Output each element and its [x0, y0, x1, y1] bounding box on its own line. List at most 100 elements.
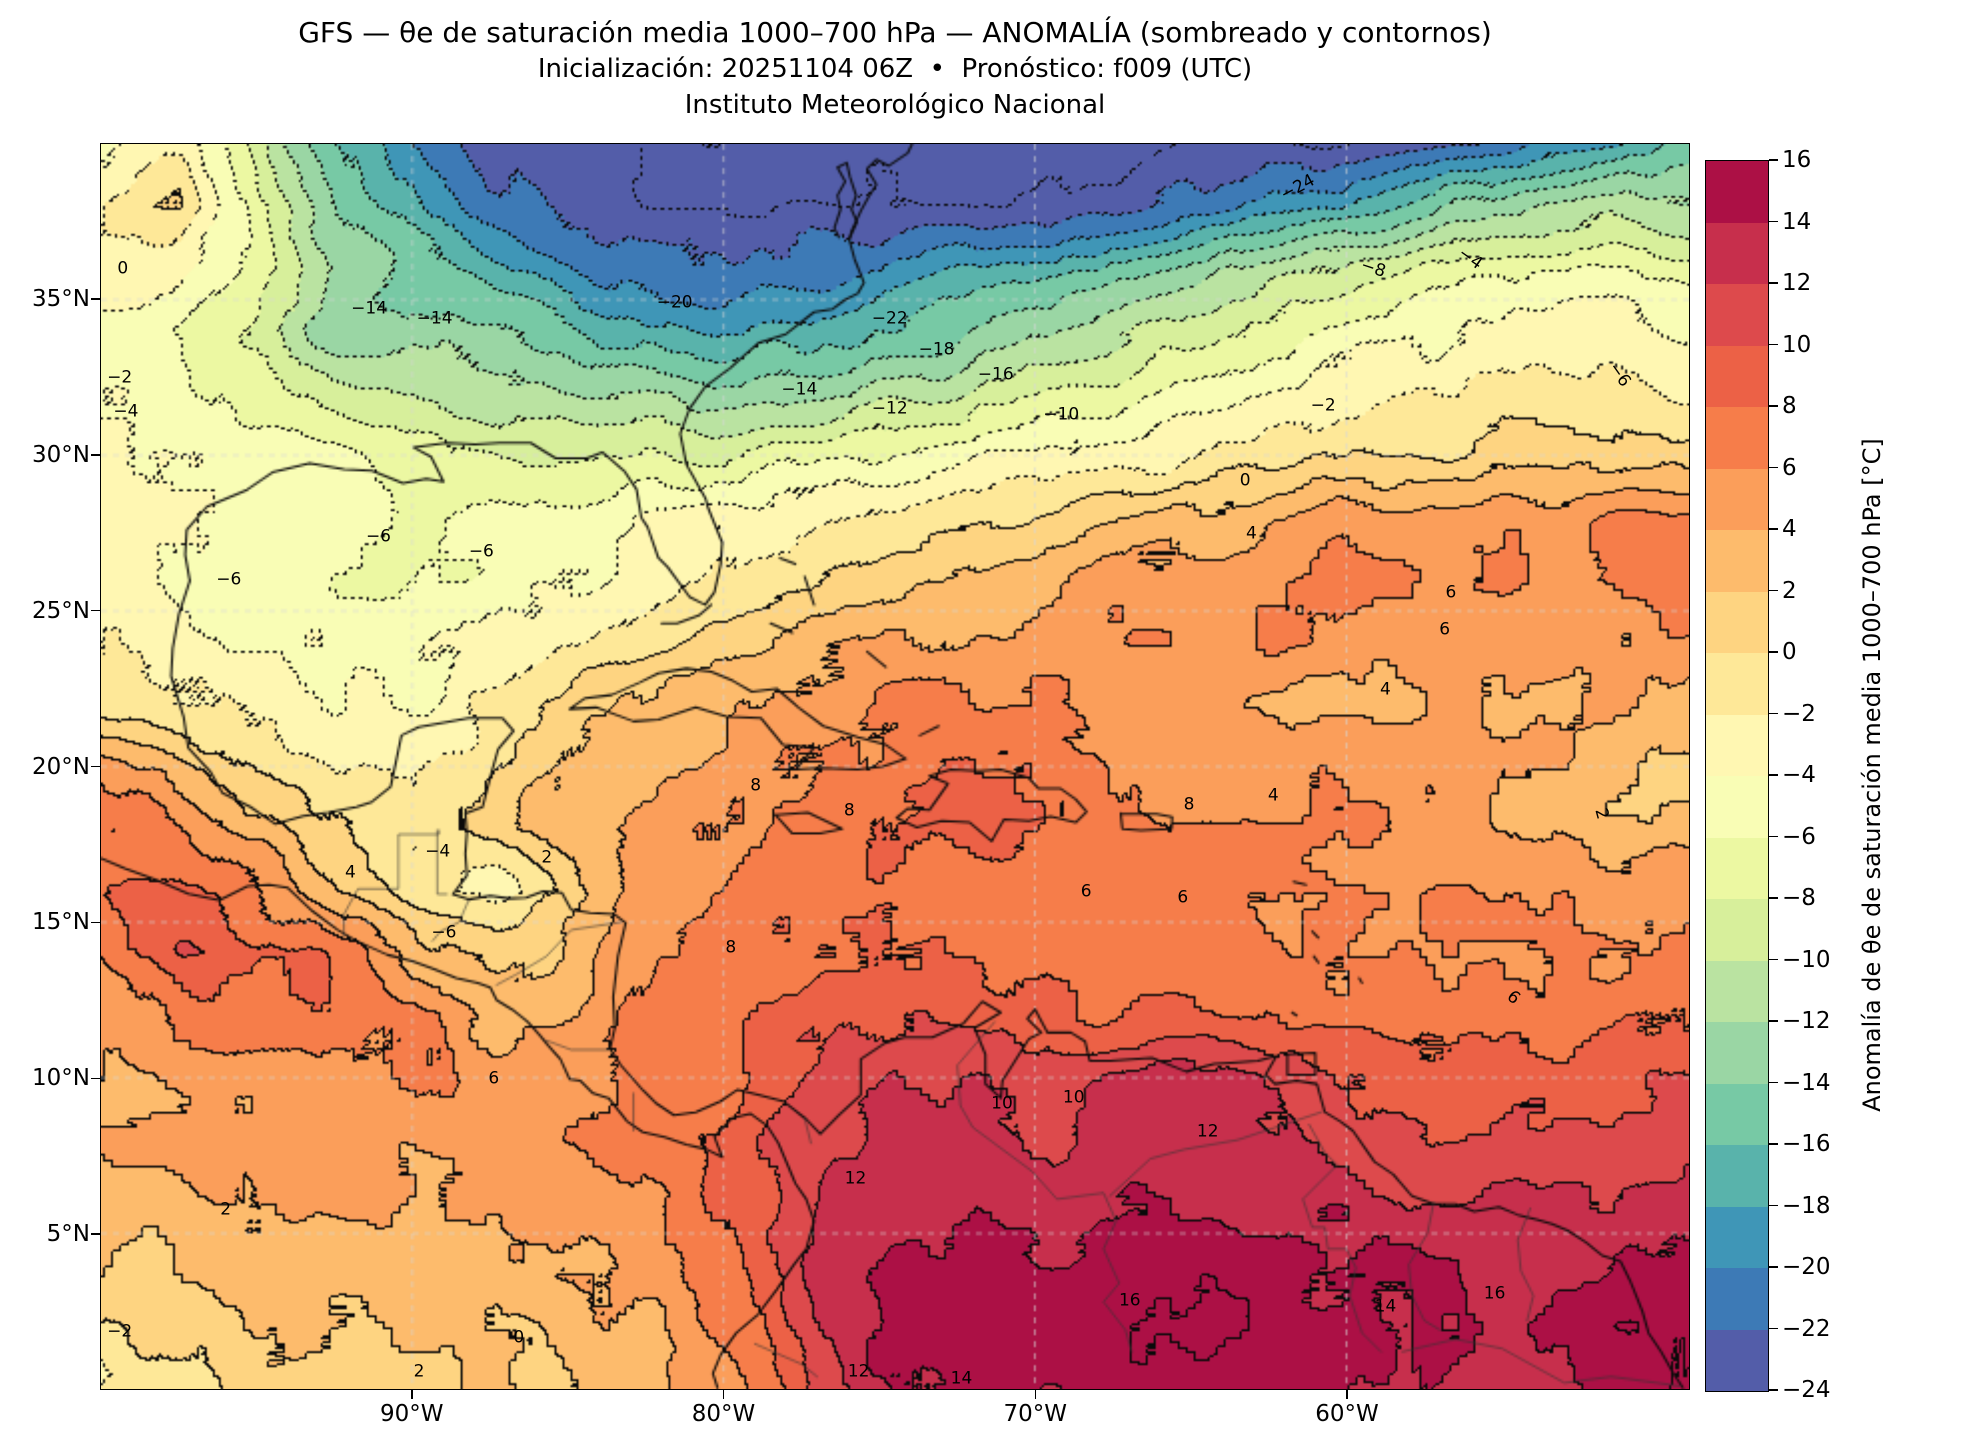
colorbar-tick-label: 16 [1782, 147, 1812, 173]
colorbar-tick-label: 8 [1782, 393, 1797, 419]
contour-label: 0 [1239, 470, 1251, 491]
colorbar-tick-mark [1768, 159, 1778, 161]
colorbar-band [1706, 653, 1768, 715]
colorbar-band [1706, 530, 1768, 592]
contour-label: −14 [781, 379, 818, 400]
contour-label: −22 [871, 308, 908, 329]
map-plot-area: 0 −2 −4 −14 −14 −20 −22 −24 −18 −16 −14 −12 −10 −8 −4−… [100, 143, 1690, 1390]
colorbar-band [1706, 1268, 1768, 1330]
x-tick-mark [411, 1390, 413, 1399]
colorbar-tick-mark [1768, 651, 1778, 653]
y-tick-mark [91, 921, 100, 924]
colorbar-tick-mark [1768, 1020, 1778, 1022]
contour-label: 4 [1380, 679, 1391, 700]
colorbar-band [1706, 222, 1768, 284]
contour-label: 6 [1177, 887, 1189, 908]
contour-label: 12 [1196, 1121, 1219, 1142]
colorbar-tick-mark [1768, 528, 1778, 530]
colorbar-tick-label: −20 [1782, 1254, 1831, 1280]
contour-label: −4 [113, 401, 139, 422]
colorbar-tick-mark [1768, 1327, 1778, 1330]
x-tick-label: 80°W [691, 1401, 756, 1427]
y-tick-label: 35°N [32, 285, 90, 312]
colorbar [1705, 160, 1769, 1392]
y-tick-mark [91, 765, 100, 768]
map-institution: Instituto Meteorológico Nacional [684, 90, 1106, 120]
colorbar-tick-label: −6 [1782, 823, 1816, 850]
colorbar-tick-mark [1768, 1204, 1778, 1207]
colorbar-tick-label: −2 [1782, 700, 1816, 727]
colorbar-band [1706, 284, 1768, 346]
contour-label: 2 [541, 847, 553, 868]
contour-label: 14 [1374, 1296, 1397, 1317]
colorbar-band [1706, 837, 1768, 899]
contour-label: 6 [488, 1068, 500, 1089]
colorbar-tick-label: −24 [1782, 1377, 1831, 1403]
colorbar-tick-mark [1768, 405, 1778, 407]
y-tick-mark [91, 298, 100, 300]
y-tick-mark [91, 609, 100, 612]
contour-label: −2 [107, 367, 133, 388]
contour-label: 16 [1483, 1283, 1506, 1304]
x-tick-mark [1346, 1390, 1348, 1399]
colorbar-swatches [1706, 161, 1768, 1391]
colorbar-tick-label: −18 [1782, 1192, 1831, 1219]
contour-label: −20 [656, 292, 693, 313]
y-tick-mark [91, 1233, 100, 1235]
colorbar-tick-label: 6 [1782, 454, 1797, 481]
colorbar-band [1706, 345, 1768, 407]
contour-label: −2 [107, 1321, 133, 1342]
colorbar-tick-mark [1768, 220, 1778, 223]
contour-label: −14 [416, 308, 453, 329]
colorbar-tick-label: 12 [1782, 270, 1812, 296]
colorbar-band [1706, 899, 1768, 961]
x-tick-mark [1034, 1390, 1037, 1399]
x-tick-mark [722, 1390, 725, 1399]
colorbar-tick-mark [1768, 897, 1778, 899]
contour-label: −6 [216, 569, 242, 590]
colorbar-band [1706, 1329, 1768, 1391]
contour-label: 2 [413, 1361, 425, 1382]
contour-label: 12 [847, 1361, 870, 1382]
colorbar-band [1706, 407, 1768, 469]
map-subtitle: Inicialización: 20251104 06Z • Pronóstic… [537, 54, 1253, 84]
contour-label: 0 [513, 1327, 525, 1348]
colorbar-band [1706, 960, 1768, 1022]
y-tick-label: 15°N [32, 909, 90, 936]
contour-label: 0 [117, 258, 129, 279]
colorbar-tick-label: −10 [1782, 946, 1831, 973]
contour-label: 10 [1062, 1087, 1085, 1108]
contour-label: 16 [1118, 1290, 1141, 1311]
contour-label: 6 [1439, 619, 1451, 640]
contour-label: −6 [468, 541, 494, 562]
y-tick-label: 20°N [32, 753, 90, 780]
contour-label: 2 [220, 1199, 232, 1220]
colorbar-tick-mark [1768, 589, 1778, 592]
y-tick-label: 25°N [32, 597, 90, 624]
contour-label: 4 [1267, 785, 1279, 806]
colorbar-band [1706, 161, 1768, 223]
colorbar-tick-mark [1768, 835, 1778, 838]
colorbar-tick-label: −4 [1782, 762, 1816, 788]
colorbar-tick-label: 10 [1782, 331, 1812, 358]
contour-label: −10 [1043, 404, 1080, 425]
colorbar-tick-mark [1768, 1081, 1778, 1084]
colorbar-band [1706, 468, 1768, 530]
contour-label: 8 [843, 800, 855, 821]
anomaly-field-canvas [101, 144, 1689, 1389]
contour-label: −6 [365, 526, 391, 547]
map-title: GFS — θe de saturación media 1000–700 hP… [298, 16, 1492, 49]
colorbar-band [1706, 591, 1768, 653]
colorbar-tick-label: 14 [1782, 208, 1812, 235]
y-tick-label: 30°N [32, 441, 90, 468]
colorbar-tick-label: −8 [1782, 885, 1816, 911]
y-tick-mark [91, 1077, 100, 1079]
colorbar-band [1706, 1083, 1768, 1145]
contour-label: −12 [871, 398, 908, 419]
colorbar-band [1706, 1022, 1768, 1084]
colorbar-band [1706, 776, 1768, 838]
colorbar-band [1706, 1206, 1768, 1268]
colorbar-tick-mark [1768, 774, 1778, 776]
colorbar-tick-mark [1768, 958, 1778, 961]
